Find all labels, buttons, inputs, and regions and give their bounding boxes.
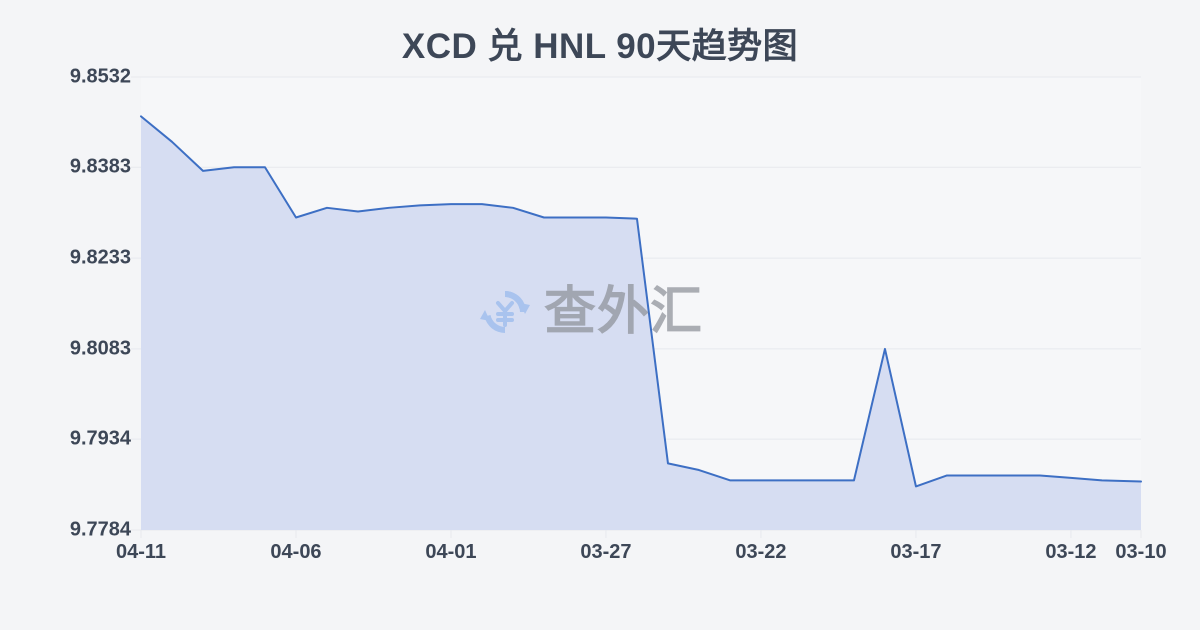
x-tick-label: 04-06 bbox=[270, 541, 322, 563]
y-tick-label: 9.8233 bbox=[69, 246, 131, 269]
area-fill bbox=[141, 116, 1141, 531]
x-tick-label: 03-22 bbox=[735, 541, 787, 563]
x-axis-ticks bbox=[140, 530, 1142, 538]
y-tick-label: 9.8383 bbox=[69, 155, 131, 178]
y-tick-label: 9.8083 bbox=[69, 337, 131, 360]
x-tick-label: 03-27 bbox=[580, 541, 632, 563]
y-tick-label: 9.8532 bbox=[69, 65, 131, 88]
trend-line bbox=[140, 115, 1142, 488]
y-tick-label: 9.7934 bbox=[69, 427, 131, 450]
x-tick-label: 03-12 bbox=[1045, 541, 1097, 563]
y-axis: 9.8532 9.8383 9.8233 9.8083 9.7934 9.7784 bbox=[0, 0, 131, 630]
x-tick-label: 03-17 bbox=[890, 541, 942, 563]
x-tick-label: 03-10 bbox=[1115, 541, 1167, 563]
x-tick-label: 04-11 bbox=[115, 541, 167, 563]
y-tick-label: 9.7784 bbox=[69, 518, 131, 541]
page-title: XCD 兑 HNL 90天趋势图 bbox=[401, 27, 799, 66]
x-tick-label: 04-01 bbox=[425, 541, 477, 563]
